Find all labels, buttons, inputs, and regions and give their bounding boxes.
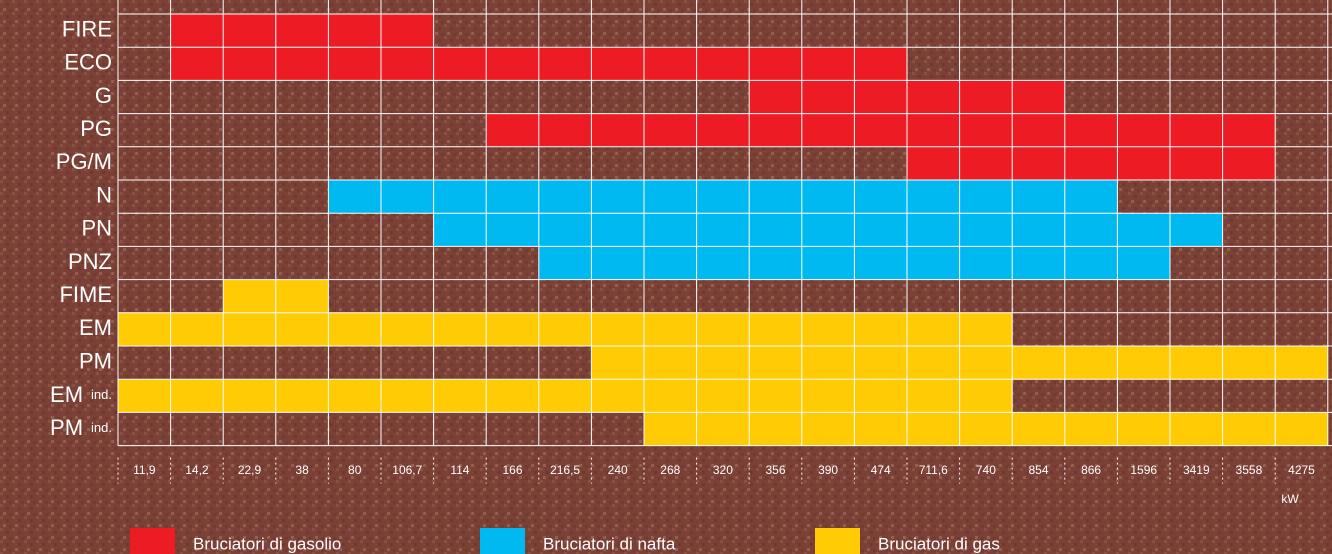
row-label: G <box>95 83 112 108</box>
column-label: 4275 <box>1288 463 1315 477</box>
column-label: 390 <box>818 463 838 477</box>
column-label: 240 <box>608 463 628 477</box>
column-label: 474 <box>871 463 891 477</box>
row-name: PM <box>50 415 83 440</box>
range-bar <box>118 312 1013 346</box>
column-label: 114 <box>450 463 469 477</box>
range-bar <box>170 14 434 48</box>
range-bar <box>644 412 1328 446</box>
row-name: EM <box>50 382 83 407</box>
row-label: EM ind. <box>50 382 112 407</box>
legend-label: Bruciatori di gasolio <box>193 534 341 553</box>
row-sub: ind. <box>91 420 112 435</box>
column-label: 854 <box>1028 463 1048 477</box>
row-label: EM <box>79 315 112 340</box>
column-label: 38 <box>295 463 309 477</box>
legend-swatch <box>130 528 175 554</box>
column-label: 1596 <box>1130 463 1157 477</box>
range-bar <box>907 146 1276 180</box>
column-label: 268 <box>660 463 680 477</box>
column-label: 22,9 <box>238 463 262 477</box>
row-label: PM ind. <box>50 415 112 440</box>
row-label: FIRE <box>62 16 112 41</box>
row-label: N <box>96 182 112 207</box>
column-label: 3419 <box>1183 463 1210 477</box>
column-label: 711,6 <box>919 463 948 477</box>
column-label: 866 <box>1081 463 1101 477</box>
row-label: PG <box>80 116 112 141</box>
column-label: 216,5 <box>550 463 580 477</box>
row-label: PN <box>81 216 112 241</box>
row-label: ECO <box>64 50 112 75</box>
row-sub: ind. <box>91 387 112 402</box>
legend-swatch <box>480 528 525 554</box>
legend-swatch <box>815 528 860 554</box>
row-label: PM <box>79 348 112 373</box>
legend-label: Bruciatori di nafta <box>543 534 676 553</box>
range-bar <box>433 213 1223 247</box>
column-label: 14,2 <box>185 463 209 477</box>
column-label: 740 <box>976 463 996 477</box>
row-label: FIME <box>59 282 112 307</box>
column-label: 11,9 <box>133 463 156 477</box>
column-label: 356 <box>765 463 785 477</box>
legend-label: Bruciatori di gas <box>878 534 1000 553</box>
row-label: PG/M <box>56 149 112 174</box>
column-label: 166 <box>502 463 522 477</box>
column-label: 80 <box>348 463 362 477</box>
column-label: 3558 <box>1236 463 1263 477</box>
range-bar <box>486 113 1276 147</box>
range-bar <box>118 379 1013 413</box>
column-label: 320 <box>713 463 733 477</box>
row-label: PNZ <box>68 249 112 274</box>
column-label: 106,7 <box>392 463 422 477</box>
unit-label: kW <box>1281 492 1299 506</box>
range-bar <box>328 180 1118 214</box>
